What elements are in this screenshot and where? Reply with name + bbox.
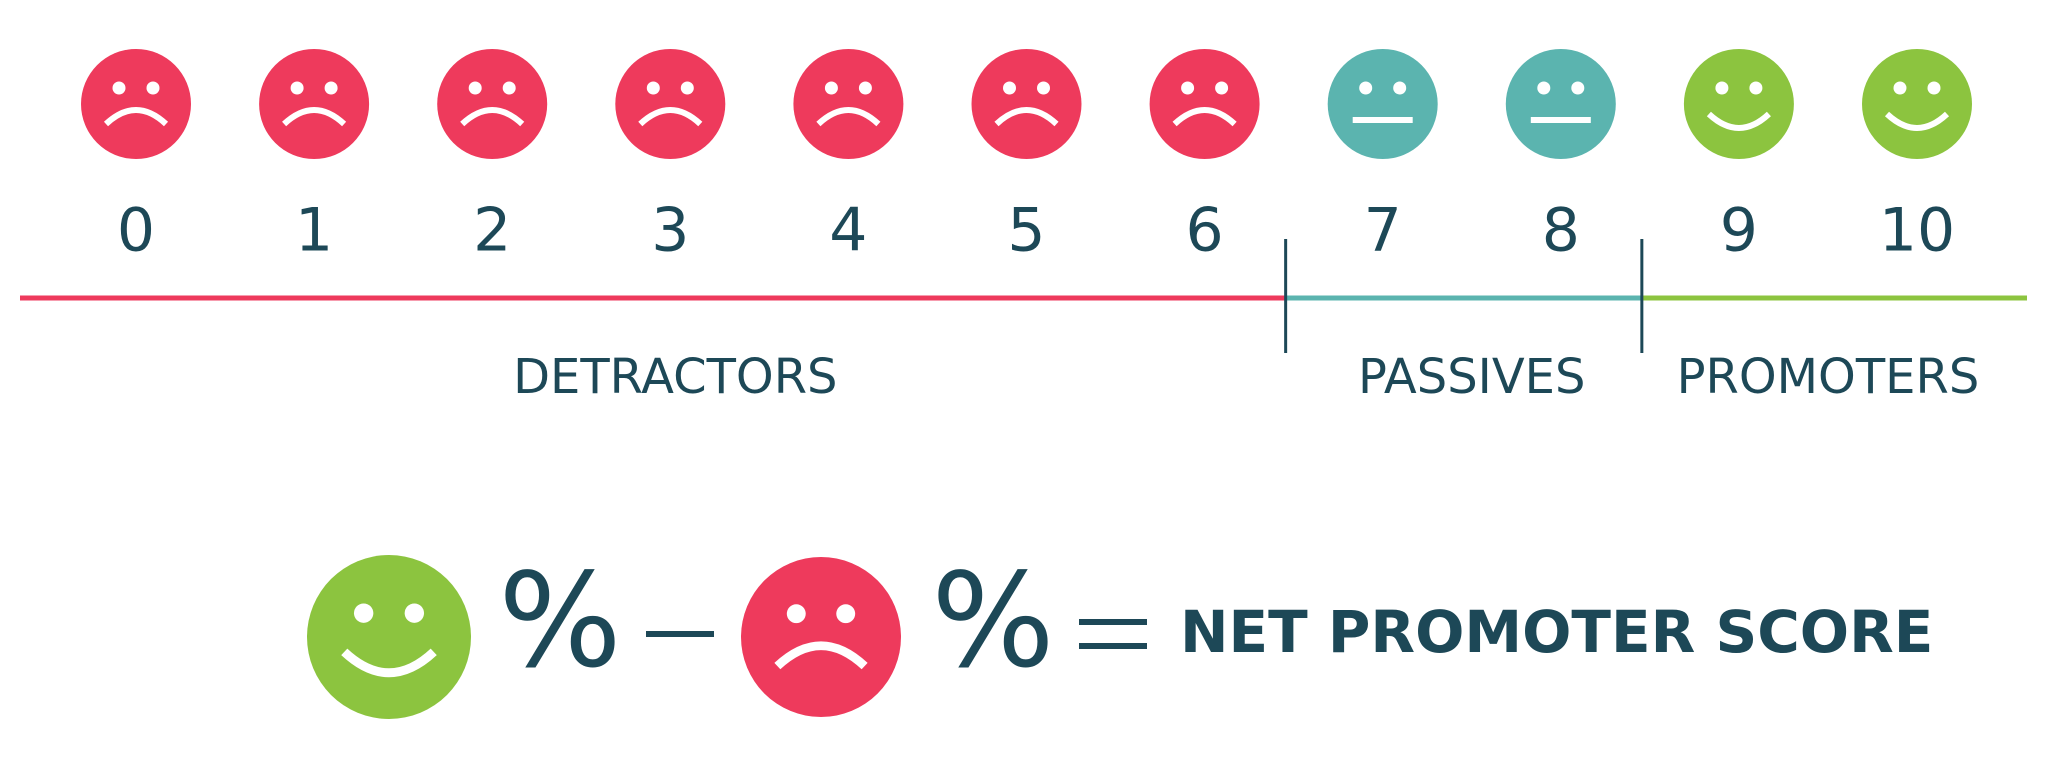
eye (646, 81, 660, 95)
eye (1893, 81, 1907, 95)
face (307, 555, 471, 719)
eye (1215, 81, 1229, 95)
mouth (341, 648, 437, 678)
eye (1571, 81, 1585, 95)
formula: % % NET PROMOTER SCORE (498, 545, 1933, 697)
face (1149, 49, 1260, 159)
eye (112, 81, 126, 95)
eye (1715, 81, 1729, 95)
eye (1749, 81, 1763, 95)
face (1327, 49, 1438, 159)
face (741, 557, 901, 717)
eye (858, 81, 872, 95)
face (259, 49, 370, 159)
eye (680, 81, 694, 95)
eye (324, 81, 338, 95)
eye (1037, 81, 1050, 95)
eye (786, 604, 806, 624)
eye (824, 81, 838, 95)
score-label: 9 (1720, 196, 1758, 266)
eye (836, 604, 856, 624)
eye (502, 81, 516, 95)
face (1862, 49, 1972, 159)
face (1505, 49, 1616, 159)
eye (404, 603, 425, 623)
score-label: 10 (1879, 196, 1955, 266)
mouth (994, 107, 1059, 127)
eye (290, 81, 304, 95)
eye (1181, 81, 1195, 95)
score-label: 3 (651, 196, 689, 266)
face (437, 49, 548, 159)
score-label: 2 (473, 196, 511, 266)
percent-sign: % (931, 545, 1055, 697)
mouth (1172, 107, 1237, 127)
group-label: PASSIVES (1358, 349, 1585, 405)
score-label: 8 (1542, 196, 1580, 266)
score-label: 5 (1007, 196, 1045, 266)
eye (1537, 81, 1551, 95)
mouth (638, 107, 703, 127)
score-label: 6 (1186, 196, 1224, 266)
group-label: DETRACTORS (513, 349, 837, 405)
mouth (816, 107, 881, 127)
score-label: 7 (1364, 196, 1402, 266)
face (1683, 49, 1794, 159)
mouth (1706, 111, 1771, 131)
face (81, 49, 191, 159)
eye (146, 81, 160, 95)
eye (1359, 81, 1373, 95)
mouth (1884, 111, 1950, 131)
mouth (103, 107, 169, 127)
group-label: PROMOTERS (1677, 349, 1980, 405)
face (793, 49, 904, 159)
eye (468, 81, 482, 95)
face (971, 49, 1082, 159)
score-label: 1 (295, 196, 333, 266)
eye (1393, 81, 1407, 95)
face (615, 49, 726, 159)
score-label: 4 (829, 196, 867, 266)
mouth (460, 107, 525, 127)
eye (1003, 81, 1016, 95)
result-label: NET PROMOTER SCORE (1180, 598, 1933, 666)
percent-sign: % (498, 545, 622, 697)
mouth (282, 107, 347, 127)
eye (353, 603, 374, 623)
score-label: 0 (117, 196, 155, 266)
eye (1927, 81, 1941, 95)
mouth (774, 641, 868, 670)
